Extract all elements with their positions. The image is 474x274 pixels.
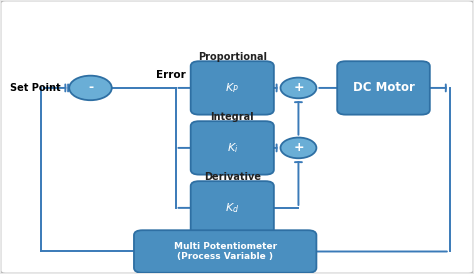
Text: Derivative: Derivative xyxy=(204,172,261,182)
Text: Proportional: Proportional xyxy=(198,52,267,62)
FancyBboxPatch shape xyxy=(191,181,274,235)
FancyBboxPatch shape xyxy=(191,121,274,175)
FancyBboxPatch shape xyxy=(134,230,317,273)
Text: Multi Potentiometer
(Process Variable ): Multi Potentiometer (Process Variable ) xyxy=(173,242,277,261)
Circle shape xyxy=(281,78,317,98)
Text: +: + xyxy=(293,81,304,95)
Text: $K_P$: $K_P$ xyxy=(225,81,239,95)
Circle shape xyxy=(69,76,112,100)
Text: Error: Error xyxy=(156,70,186,80)
Text: $K_d$: $K_d$ xyxy=(225,201,239,215)
Text: DC Motor: DC Motor xyxy=(353,81,414,95)
Text: Integral: Integral xyxy=(210,112,254,122)
Text: $K_i$: $K_i$ xyxy=(227,141,238,155)
Text: +: + xyxy=(293,141,304,155)
Text: -: - xyxy=(88,81,93,95)
Circle shape xyxy=(281,138,317,158)
FancyBboxPatch shape xyxy=(337,61,430,115)
Text: Set Point: Set Point xyxy=(10,83,61,93)
FancyBboxPatch shape xyxy=(191,61,274,115)
